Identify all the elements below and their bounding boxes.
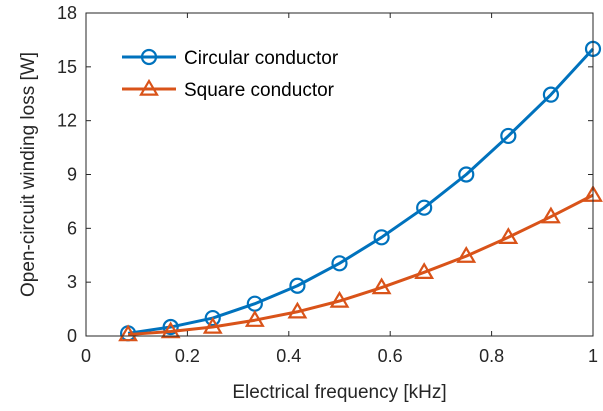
data-point-triangle <box>244 310 265 327</box>
data-point-triangle <box>456 245 477 263</box>
x-tick-label: 0 <box>81 346 91 366</box>
series-line <box>127 193 594 337</box>
legend-label: Square conductor <box>184 80 335 101</box>
data-point-triangle <box>498 227 519 245</box>
legend-entry: Circular conductor <box>122 48 339 69</box>
x-tick-label: 0.6 <box>378 346 403 366</box>
data-point-triangle <box>202 316 223 334</box>
plot-series <box>118 40 603 342</box>
series-2 <box>118 184 603 342</box>
data-point-circle <box>331 255 348 272</box>
legend-marker-triangle <box>139 78 159 96</box>
data-point-circle <box>289 277 306 294</box>
legend-marker-circle <box>140 48 158 66</box>
y-tick-label: 12 <box>57 111 77 131</box>
y-tick-label: 18 <box>57 3 77 23</box>
data-point-triangle <box>160 321 181 339</box>
data-point-circle <box>542 86 560 103</box>
data-point-triangle <box>329 290 350 308</box>
y-axis: 0 3 6 9 12 15 18 <box>57 3 593 346</box>
data-point-circle <box>416 199 433 216</box>
y-tick-label: 9 <box>67 165 77 185</box>
data-point-triangle <box>414 262 435 279</box>
data-point-circle <box>500 127 517 145</box>
x-tick-label: 1 <box>588 346 598 366</box>
data-point-triangle <box>118 324 139 342</box>
data-point-circle <box>373 229 390 246</box>
series-1 <box>119 40 602 342</box>
legend: Circular conductor Square conductor <box>122 48 339 101</box>
y-tick-label: 3 <box>67 272 77 292</box>
y-axis-label: Open-circuit winding loss [W] <box>18 52 39 297</box>
y-tick-label: 0 <box>67 326 77 346</box>
data-point-circle <box>458 166 475 183</box>
x-axis-label: Electrical frequency [kHz] <box>232 382 446 403</box>
data-point-triangle <box>371 277 392 295</box>
data-point-triangle <box>287 301 308 319</box>
legend-label: Circular conductor <box>184 48 339 69</box>
data-point-circle <box>204 309 221 327</box>
y-tick-label: 15 <box>57 57 77 77</box>
x-tick-label: 0.4 <box>276 346 301 366</box>
x-tick-label: 0.2 <box>175 346 200 366</box>
data-point-circle <box>162 318 179 336</box>
legend-entry: Square conductor <box>122 78 335 101</box>
axes-box <box>85 12 594 337</box>
data-point-triangle <box>540 206 561 224</box>
x-axis: 0 0.2 0.4 0.6 0.8 1 <box>81 13 598 366</box>
x-tick-label: 0.8 <box>479 346 504 366</box>
y-tick-label: 6 <box>67 218 77 238</box>
